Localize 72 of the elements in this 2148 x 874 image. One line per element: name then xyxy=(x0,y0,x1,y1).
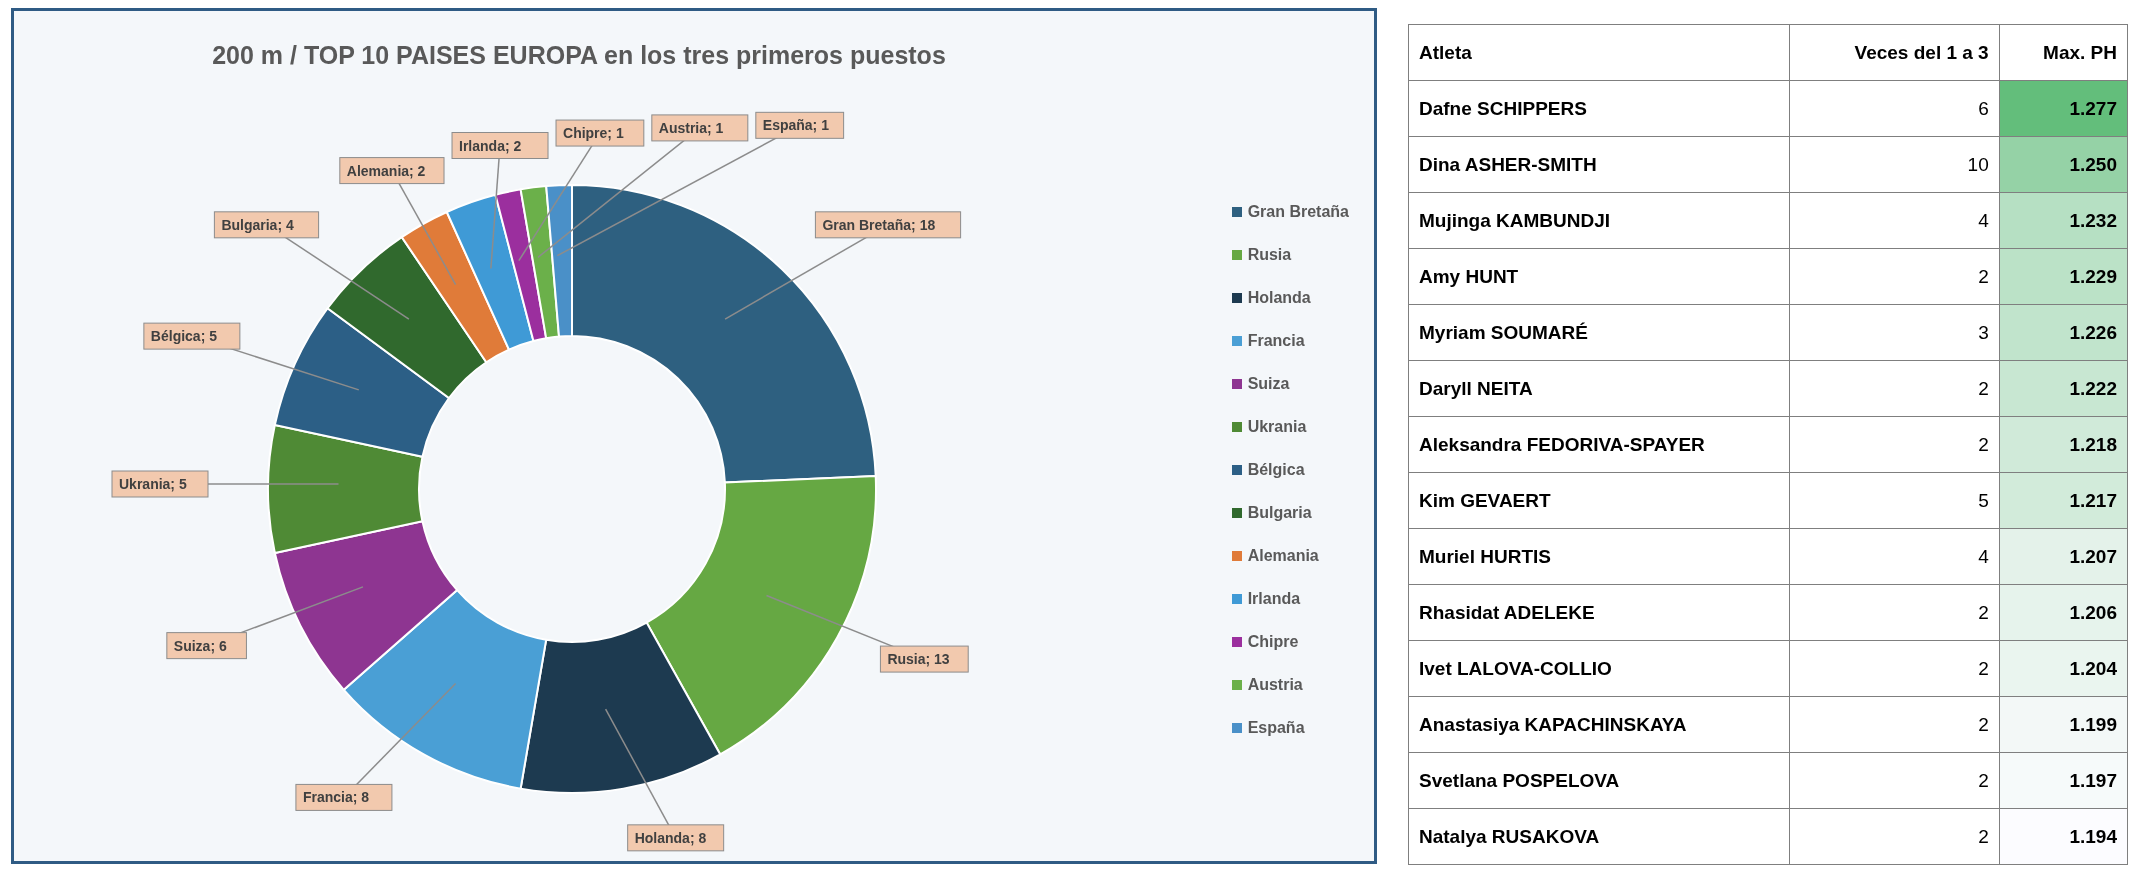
data-label: 5 xyxy=(1789,472,2000,529)
data-label: 1.194 xyxy=(1999,808,2128,865)
data-label: 4 xyxy=(1789,528,2000,585)
legend-label: Austria xyxy=(1246,675,1304,695)
data-label: 2 xyxy=(1789,640,2000,697)
legend-label: Ukrania xyxy=(1246,417,1308,437)
chart-title: 200 m / TOP 10 PAISES EUROPA en los tres primeros puestos xyxy=(211,41,947,70)
data-label: 3 xyxy=(1789,304,2000,361)
y-tick-label: Kim GEVAERT xyxy=(1408,472,1790,529)
y-tick-label: Myriam SOUMARÉ xyxy=(1408,304,1790,361)
data-label: 10 xyxy=(1789,136,2000,193)
x-tick-label: Max. PH xyxy=(1999,24,2128,81)
y-tick-label: Dina ASHER-SMITH xyxy=(1408,136,1790,193)
data-label: 6 xyxy=(1789,80,2000,137)
data-label: 1.207 xyxy=(1999,528,2128,585)
data-label: España; 1 xyxy=(762,117,830,134)
data-label: Bulgaria; 4 xyxy=(221,216,294,233)
y-tick-label: Dafne SCHIPPERS xyxy=(1408,80,1790,137)
data-label: 1.232 xyxy=(1999,192,2128,249)
data-label: 2 xyxy=(1789,416,2000,473)
x-tick-label: Veces del 1 a 3 xyxy=(1789,24,2000,81)
legend-label: España xyxy=(1246,718,1306,738)
data-label: Austria; 1 xyxy=(658,119,724,136)
y-tick-label: Mujinga KAMBUNDJI xyxy=(1408,192,1790,249)
data-label: 2 xyxy=(1789,360,2000,417)
data-label: Ukrania; 5 xyxy=(119,476,187,492)
data-label: 1.206 xyxy=(1999,584,2128,641)
y-tick-label: Rhasidat ADELEKE xyxy=(1408,584,1790,641)
data-label: 2 xyxy=(1789,584,2000,641)
data-label: 2 xyxy=(1789,248,2000,305)
legend-label: Holanda xyxy=(1246,288,1312,308)
data-label: Gran Bretaña; 18 xyxy=(822,216,936,233)
data-label: 1.226 xyxy=(1999,304,2128,361)
data-label: 1.222 xyxy=(1999,360,2128,417)
data-label: 4 xyxy=(1789,192,2000,249)
y-tick-label: Aleksandra FEDORIVA-SPAYER xyxy=(1408,416,1790,473)
data-label: 1.204 xyxy=(1999,640,2128,697)
legend-label: Chipre xyxy=(1246,632,1300,652)
data-label: 1.229 xyxy=(1999,248,2128,305)
legend-label: Bélgica xyxy=(1246,460,1306,480)
data-label: Francia; 8 xyxy=(302,789,370,806)
legend-label: Francia xyxy=(1246,331,1306,351)
data-label: 2 xyxy=(1789,696,2000,753)
y-tick-label: Anastasiya KAPACHINSKAYA xyxy=(1408,696,1790,753)
y-tick-label: Svetlana POSPELOVA xyxy=(1408,752,1790,809)
data-label: Chipre; 1 xyxy=(563,125,624,142)
data-label: Rusia; 13 xyxy=(887,651,950,668)
legend-label: Gran Bretaña xyxy=(1246,202,1349,222)
data-label: Bélgica; 5 xyxy=(150,328,218,345)
legend-label: Bulgaria xyxy=(1246,503,1313,523)
data-label: 1.218 xyxy=(1999,416,2128,473)
data-label: Suiza; 6 xyxy=(173,637,227,654)
legend-label: Suiza xyxy=(1246,374,1291,394)
legend-label: Irlanda xyxy=(1246,589,1302,609)
y-tick-label: Daryll NEITA xyxy=(1408,360,1790,417)
y-tick-label: Amy HUNT xyxy=(1408,248,1790,305)
data-label: 1.250 xyxy=(1999,136,2128,193)
data-label: Alemania; 2 xyxy=(346,162,426,179)
data-label: 2 xyxy=(1789,752,2000,809)
y-tick-label: Muriel HURTIS xyxy=(1408,528,1790,585)
y-tick-label: Ivet LALOVA-COLLIO xyxy=(1408,640,1790,697)
data-label: 1.277 xyxy=(1999,80,2128,137)
data-label: 2 xyxy=(1789,808,2000,865)
data-label: 1.217 xyxy=(1999,472,2128,529)
legend-label: Rusia xyxy=(1246,245,1293,265)
y-axis-title: Atleta xyxy=(1408,24,1790,81)
y-tick-label: Natalya RUSAKOVA xyxy=(1408,808,1790,865)
data-label: 1.197 xyxy=(1999,752,2128,809)
data-label: 1.199 xyxy=(1999,696,2128,753)
data-label: Holanda; 8 xyxy=(634,829,707,846)
data-label: Irlanda; 2 xyxy=(459,137,522,154)
legend-label: Alemania xyxy=(1246,546,1320,566)
